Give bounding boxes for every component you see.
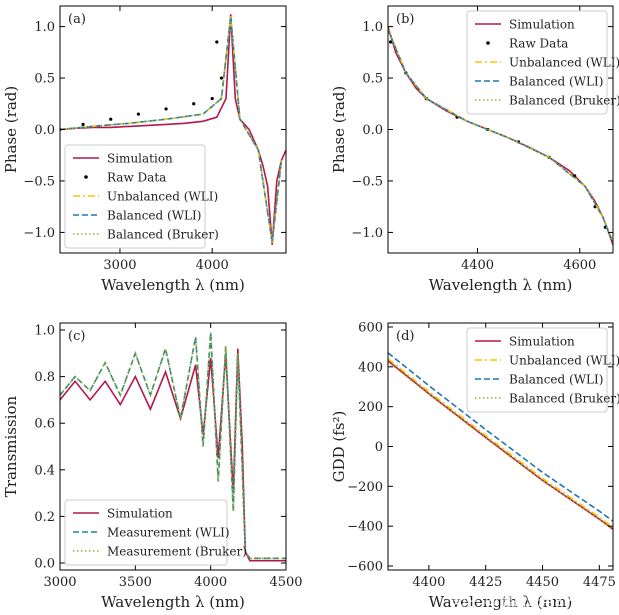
panel-label: (a) <box>68 12 86 27</box>
data-point <box>136 112 141 116</box>
watermark-text: 知乎 @谱镭光电SPL <box>452 593 580 610</box>
y-tick-label: 0.0 <box>34 557 55 572</box>
y-axis-label: Transmission <box>2 395 20 497</box>
legend-label: Simulation <box>107 507 173 521</box>
legend-box <box>64 499 228 566</box>
legend: Simulation Measurement (WLI) Measurement (… <box>64 499 247 566</box>
legend-label: Unbalanced (WLI) <box>509 354 619 368</box>
y-tick-label: 200 <box>358 400 383 415</box>
legend-marker <box>486 41 490 45</box>
panel-label: (c) <box>68 329 85 344</box>
x-tick-label: 3000 <box>103 258 136 273</box>
x-tick-label: 4400 <box>461 258 494 273</box>
legend-label: Measurement (Bruker) <box>107 545 247 559</box>
series-line-simulation <box>60 14 286 245</box>
legend-label: Balanced (Bruker) <box>509 392 619 406</box>
data-point <box>388 40 393 44</box>
data-point <box>192 102 196 106</box>
legend-label: Measurement (WLI) <box>107 526 230 540</box>
series-line-balanced-bruker <box>60 16 283 243</box>
x-tick-label: 3000 <box>43 575 76 590</box>
y-tick-label: 0.5 <box>34 72 55 87</box>
panel-label: (d) <box>396 329 414 344</box>
legend-label: Balanced (WLI) <box>107 209 201 223</box>
legend-label: Raw Data <box>509 37 568 51</box>
y-tick-label: −200 <box>347 480 383 495</box>
data-point <box>81 122 85 126</box>
y-tick-label: 0.6 <box>34 417 55 432</box>
y-tick-label: −400 <box>347 520 383 535</box>
y-axis-label: Phase (rad) <box>330 86 348 173</box>
axes-frame <box>59 322 287 571</box>
legend-label: Simulation <box>509 335 575 349</box>
series-line-balanced-wli <box>388 29 613 243</box>
legend-label: Balanced (WLI) <box>509 75 603 89</box>
data-point <box>210 97 214 101</box>
legend-label: Simulation <box>509 18 575 32</box>
y-tick-label: 0.5 <box>362 72 383 87</box>
data-point <box>219 76 224 80</box>
y-tick-label: −0.5 <box>351 174 383 189</box>
y-axis-label: Phase (rad) <box>2 86 20 173</box>
panel-c: 3000 3500 4000 4500 0.0 0.2 0.4 0.6 0.8 1.0 Wavele… <box>2 322 303 611</box>
x-tick-label: 4500 <box>269 575 302 590</box>
legend-label: Raw Data <box>107 171 166 185</box>
x-tick-label: 4425 <box>469 575 502 590</box>
legend-label: Unbalanced (WLI) <box>107 190 218 204</box>
y-tick-label: 1.0 <box>34 20 55 35</box>
y-tick-label: −1.0 <box>23 226 55 241</box>
legend-label: Balanced (Bruker) <box>509 94 619 108</box>
y-tick-label: 0.0 <box>34 123 55 138</box>
x-tick-label: 4000 <box>196 258 229 273</box>
legend: Simulation Unbalanced (WLI) Balanced (WLI)… <box>466 327 619 413</box>
panel-a: 3000 4000 −1.0 −0.5 0.0 0.5 1.0 Wavelength λ (n… <box>2 5 287 294</box>
legend-box <box>64 144 206 249</box>
data-point <box>215 40 219 44</box>
y-tick-label: 1.0 <box>34 323 55 338</box>
series-line-simulation <box>388 360 613 530</box>
legend-label: Unbalanced (WLI) <box>509 56 619 70</box>
legend-label: Balanced (WLI) <box>509 373 603 387</box>
y-tick-label: −1.0 <box>351 226 383 241</box>
x-tick-label: 4600 <box>563 258 596 273</box>
y-tick-label: 0.0 <box>362 123 383 138</box>
x-axis-label: Wavelength λ (nm) <box>101 593 245 611</box>
y-tick-label: 0.8 <box>34 370 55 385</box>
y-tick-label: 400 <box>358 360 383 375</box>
x-tick-label: 4450 <box>526 575 559 590</box>
legend-marker <box>84 175 88 179</box>
x-tick-label: 3500 <box>119 575 152 590</box>
legend-label: Balanced (Bruker) <box>107 228 219 242</box>
series-raw-data <box>60 40 224 132</box>
y-tick-label: 1.0 <box>362 20 383 35</box>
legend: Simulation Raw Data Unbalanced (WLI) Balanc… <box>466 10 619 115</box>
panel-b: 4400 4600 −1.0 −0.5 0.0 0.5 1.0 Wavelength λ (n… <box>330 5 619 294</box>
data-point <box>109 117 113 121</box>
legend-box <box>466 327 608 413</box>
y-axis-label: GDD (fs²) <box>330 411 348 483</box>
series-line-measurement-bruker <box>60 332 286 560</box>
data-point <box>164 107 168 111</box>
legend: Simulation Raw Data Unbalanced (WLI) Balanc… <box>64 144 219 249</box>
x-axis-label: Wavelength λ (nm) <box>429 593 573 611</box>
legend-box <box>466 10 608 115</box>
panel-d: 4400 4425 4450 4475 −600 −400 −200 0 200 400 600 Wa… <box>330 320 619 611</box>
x-axis-label: Wavelength λ (nm) <box>429 276 573 294</box>
y-tick-label: −600 <box>347 560 383 575</box>
legend-label: Simulation <box>107 152 173 166</box>
y-tick-label: 0.4 <box>34 463 55 478</box>
panel-label: (b) <box>396 12 414 27</box>
x-tick-label: 4475 <box>583 575 616 590</box>
y-tick-label: 600 <box>358 320 383 335</box>
x-tick-label: 4400 <box>412 575 445 590</box>
x-tick-label: 4000 <box>194 575 227 590</box>
y-tick-label: 0 <box>375 440 383 455</box>
y-tick-label: 0.2 <box>34 510 55 525</box>
y-tick-label: −0.5 <box>23 174 55 189</box>
x-axis-label: Wavelength λ (nm) <box>101 276 245 294</box>
series-line-unbalanced-wli <box>388 28 613 243</box>
